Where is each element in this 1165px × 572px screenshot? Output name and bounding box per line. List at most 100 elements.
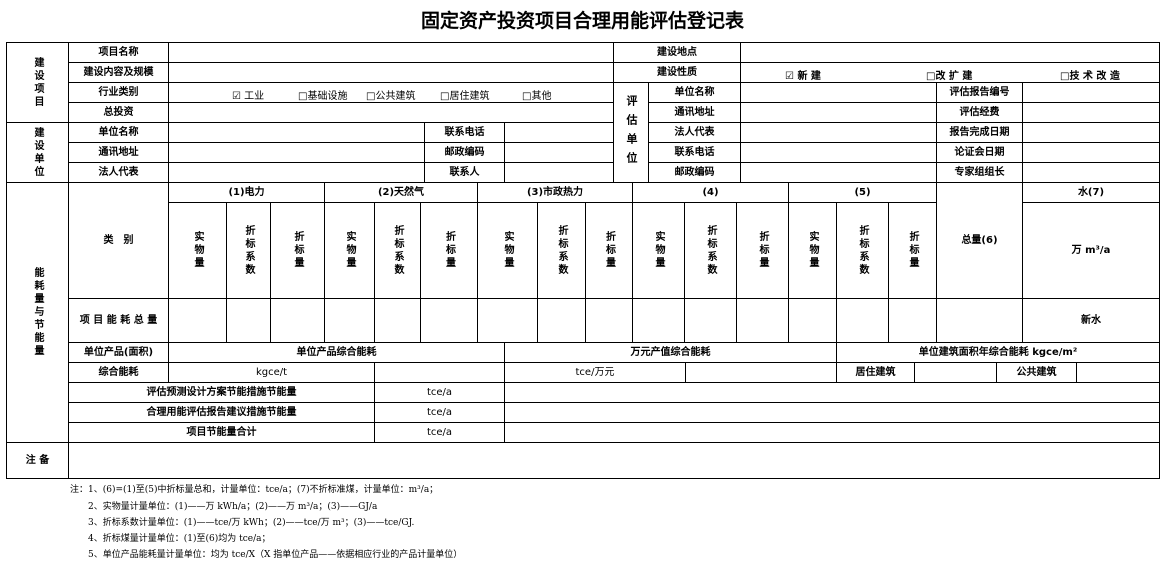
label-evaluator-fee_label: 评估经费 xyxy=(936,102,1023,123)
section-label-energy: 能耗量与节能量 xyxy=(6,182,69,443)
label-evaluator-postcode_label: 邮政编码 xyxy=(648,162,741,183)
field-evaluator-fee_label[interactable] xyxy=(1022,102,1160,123)
sub-column-header: 折标系数 xyxy=(537,202,586,299)
label-building-area-consumption: 单位建筑面积年综合能耗 kgce/m² xyxy=(836,342,1160,363)
field-builder-address_label[interactable] xyxy=(168,142,425,163)
field-builder-contact_label[interactable] xyxy=(504,162,614,183)
note-line: 2、实物量计量单位：(1)——万 kWh/a；(2)——万 m³/a；(3)——… xyxy=(88,502,378,512)
field-builder-unit_name_label[interactable] xyxy=(168,122,425,143)
field-energy-value[interactable] xyxy=(888,298,937,343)
label-location: 建设地点 xyxy=(613,42,741,63)
label-output-value-consumption: 万元产值综合能耗 xyxy=(504,342,837,363)
label-total: 总量(6) xyxy=(936,182,1023,299)
label-savings: 合理用能评估报告建议措施节能量 xyxy=(68,402,375,423)
field-energy-value[interactable] xyxy=(477,298,538,343)
field-total[interactable] xyxy=(936,298,1023,343)
note-line: 4、折标煤量计量单位：(1)至(6)均为 tce/a； xyxy=(88,534,271,544)
field-energy-value[interactable] xyxy=(684,298,737,343)
sub-column-header: 折标量 xyxy=(888,202,937,299)
sub-column-header: 实物量 xyxy=(168,202,227,299)
sub-column-header: 实物量 xyxy=(324,202,375,299)
field-savings[interactable] xyxy=(504,402,1160,423)
field-energy-value[interactable] xyxy=(537,298,586,343)
field-evaluator-address_label[interactable] xyxy=(740,102,937,123)
field-evaluator-report_no_label[interactable] xyxy=(1022,82,1160,103)
field-unit-product[interactable] xyxy=(374,362,505,383)
label-builder-legal_rep_label: 法人代表 xyxy=(68,162,169,183)
field-energy-value[interactable] xyxy=(270,298,325,343)
industry-checkbox[interactable]: □其他 xyxy=(522,91,552,102)
label-builder-unit_name_label: 单位名称 xyxy=(68,122,169,143)
industry-checkbox[interactable]: □居住建筑 xyxy=(440,91,490,102)
label-industry: 行业类别 xyxy=(68,82,169,103)
field-investment[interactable] xyxy=(168,102,614,123)
field-public[interactable] xyxy=(1076,362,1160,383)
field-energy-value[interactable] xyxy=(420,298,478,343)
source-header: (1)电力 xyxy=(168,182,325,203)
field-output-value[interactable] xyxy=(685,362,837,383)
field-evaluator-phone_label[interactable] xyxy=(740,142,937,163)
field-evaluator-completion_date_label[interactable] xyxy=(1022,122,1160,143)
label-evaluator-meeting_date_label: 论证会日期 xyxy=(936,142,1023,163)
field-energy-value[interactable] xyxy=(374,298,421,343)
field-location[interactable] xyxy=(740,42,1160,63)
label-nature: 建设性质 xyxy=(613,62,741,83)
source-header: (5) xyxy=(788,182,937,203)
field-builder-phone_label[interactable] xyxy=(504,122,614,143)
label-evaluator-report_no_label: 评估报告编号 xyxy=(936,82,1023,103)
field-savings[interactable] xyxy=(504,422,1160,443)
unit-savings: tce/a xyxy=(374,422,505,443)
sub-column-header: 折标量 xyxy=(585,202,633,299)
field-residential[interactable] xyxy=(914,362,997,383)
label-builder-address_label: 通讯地址 xyxy=(68,142,169,163)
field-evaluator-expert_leader_label[interactable] xyxy=(1022,162,1160,183)
section-label-remarks: 注 备 xyxy=(6,442,69,479)
industry-checkbox[interactable]: ☑ 工业 xyxy=(232,91,265,102)
label-water-unit: 万 m³/a xyxy=(1022,202,1160,299)
field-energy-value[interactable] xyxy=(632,298,685,343)
label-unit-product: 单位产品(面积) xyxy=(68,342,169,363)
section-label-evaluator: 评估单位 xyxy=(613,82,649,183)
label-evaluator-expert_leader_label: 专家组组长 xyxy=(936,162,1023,183)
field-energy-value[interactable] xyxy=(168,298,227,343)
field-savings[interactable] xyxy=(504,382,1160,403)
label-investment: 总投资 xyxy=(68,102,169,123)
nature-checkbox[interactable]: □改 扩 建 xyxy=(926,71,973,82)
sub-column-header: 折标量 xyxy=(270,202,325,299)
label-savings: 项目节能量合计 xyxy=(68,422,375,443)
field-builder-legal_rep_label[interactable] xyxy=(168,162,425,183)
page-title: 固定资产投资项目合理用能评估登记表 xyxy=(420,10,744,32)
field-evaluator-unit_name_label[interactable] xyxy=(740,82,937,103)
field-project-name[interactable] xyxy=(168,42,614,63)
label-project-name: 项目名称 xyxy=(68,42,169,63)
field-energy-value[interactable] xyxy=(788,298,837,343)
field-evaluator-legal_rep_label[interactable] xyxy=(740,122,937,143)
field-energy-value[interactable] xyxy=(585,298,633,343)
field-evaluator-meeting_date_label[interactable] xyxy=(1022,142,1160,163)
nature-checkbox[interactable]: ☑ 新 建 xyxy=(785,71,821,82)
sub-column-header: 实物量 xyxy=(632,202,685,299)
label-builder-contact_label: 联系人 xyxy=(424,162,505,183)
sub-column-header: 折标量 xyxy=(420,202,478,299)
unit-tce-wan: tce/万元 xyxy=(504,362,686,383)
sub-column-header: 实物量 xyxy=(477,202,538,299)
field-energy-value[interactable] xyxy=(736,298,789,343)
field-builder-postcode_label[interactable] xyxy=(504,142,614,163)
sub-column-header: 折标系数 xyxy=(374,202,421,299)
field-remarks[interactable] xyxy=(68,442,1160,479)
label-unit-product-consumption: 单位产品综合能耗 xyxy=(168,342,505,363)
field-energy-value[interactable] xyxy=(226,298,271,343)
field-energy-value[interactable] xyxy=(836,298,889,343)
industry-checkbox[interactable]: □公共建筑 xyxy=(366,91,416,102)
industry-checkbox[interactable]: □基础设施 xyxy=(298,91,348,102)
label-builder-postcode_label: 邮政编码 xyxy=(424,142,505,163)
field-energy-value[interactable] xyxy=(324,298,375,343)
label-content: 建设内容及规模 xyxy=(68,62,169,83)
nature-checkbox[interactable]: □技 术 改 造 xyxy=(1060,71,1120,82)
sub-column-header: 折标系数 xyxy=(226,202,271,299)
field-evaluator-postcode_label[interactable] xyxy=(740,162,937,183)
label-total-consumption: 项 目 能 耗 总 量 xyxy=(68,298,169,343)
field-content[interactable] xyxy=(168,62,614,83)
section-label-project: 建设项目 xyxy=(6,42,69,123)
section-label-builder: 建设单位 xyxy=(6,122,69,183)
